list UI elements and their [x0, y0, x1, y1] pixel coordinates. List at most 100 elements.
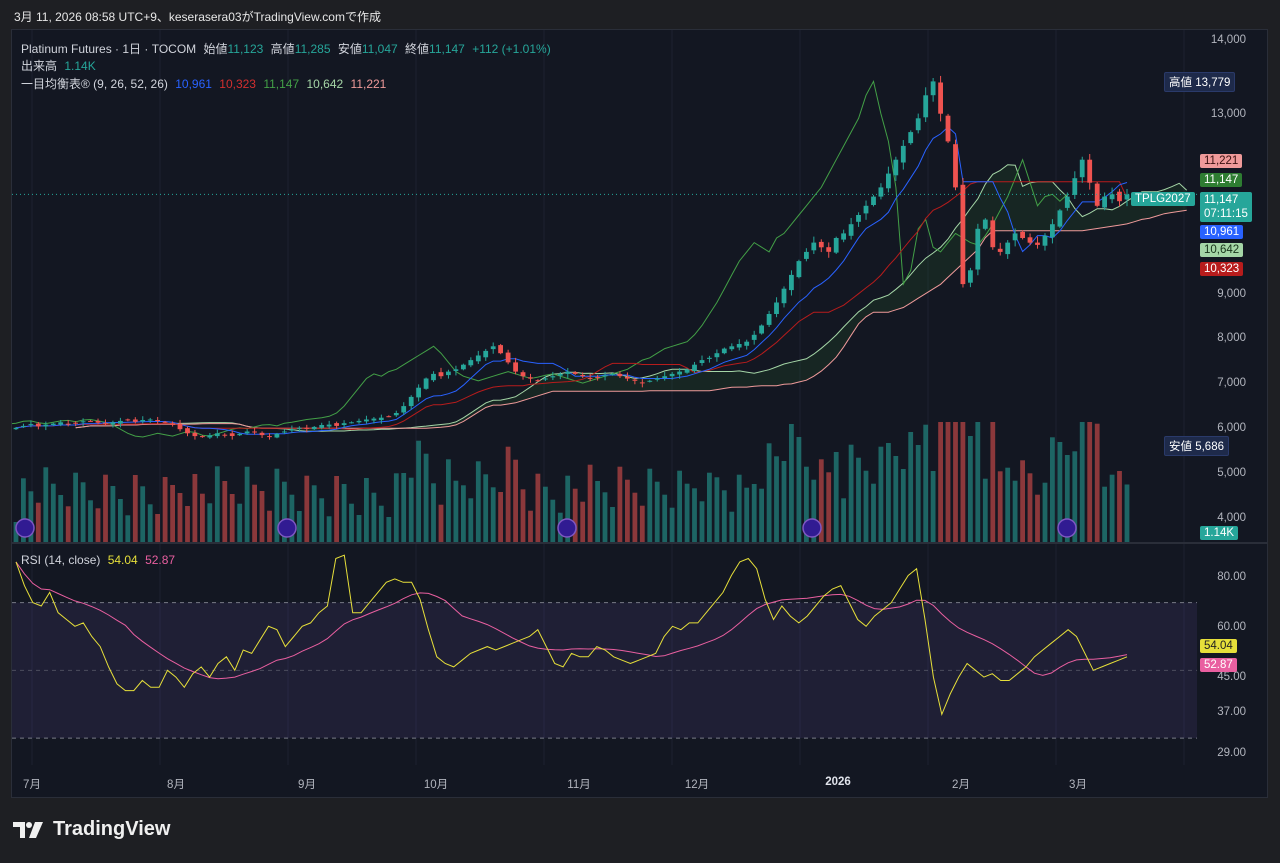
low-tag-label: 安値 [1169, 441, 1192, 453]
volume-bar [1087, 422, 1093, 542]
volume-bar [423, 453, 429, 542]
volume-bar [438, 504, 444, 542]
volume-tag: 1.14K [1200, 526, 1239, 540]
volume-bar [729, 511, 735, 542]
volume-bar [185, 506, 190, 542]
volume-bar [155, 514, 160, 542]
candle [356, 420, 362, 423]
tradingview-logo[interactable]: TradingView [13, 818, 170, 841]
low-label: 安値 [337, 42, 362, 56]
candle [848, 224, 854, 236]
tradingview-logo-icon [13, 821, 43, 838]
rsi-value: 54.04 [107, 553, 138, 567]
candle [871, 196, 876, 205]
rsi-tick: 60.00 [1217, 621, 1246, 633]
candle [1027, 237, 1033, 243]
ichimoku-tenkan-value: 10,961 [175, 77, 212, 91]
volume-bar [960, 422, 966, 542]
ichimoku-legend[interactable]: 一目均衡表® (9, 26, 52, 26) 10,961 10,323 11,… [21, 75, 390, 92]
x-tick: 10月 [423, 779, 449, 791]
volume-bar [58, 495, 64, 542]
volume-legend[interactable]: 出来高 1.14K [21, 57, 100, 74]
price-tick: 4,000 [1217, 512, 1246, 524]
candle [185, 428, 190, 434]
candle [505, 352, 511, 363]
candle [311, 426, 317, 430]
volume-bar [349, 503, 354, 542]
candle [759, 325, 764, 334]
volume-bar [632, 492, 638, 542]
volume-bar [416, 440, 421, 542]
rsi-legend[interactable]: RSI (14, close) 54.04 52.87 [21, 553, 179, 567]
candle [990, 220, 996, 248]
price-tick: 6,000 [1217, 422, 1246, 434]
candle [229, 433, 235, 436]
volume-bar [1079, 422, 1085, 542]
volume-bar [856, 457, 861, 542]
price-chart[interactable] [12, 30, 1268, 798]
tenkan-tag: 10,961 [1200, 225, 1244, 239]
candle [721, 348, 727, 354]
volume-bar [364, 478, 369, 542]
candle [118, 420, 123, 424]
volume-bar [1124, 484, 1130, 542]
volume-bar [304, 475, 310, 542]
candle [692, 364, 697, 371]
volume-bar [535, 473, 541, 542]
candle [774, 302, 779, 314]
candle [177, 423, 183, 430]
event-marker-icon [277, 518, 297, 538]
candle [625, 376, 630, 379]
volume-bar [192, 474, 198, 542]
rsi-line [15, 554, 1128, 717]
ichimoku-kijun-value: 10,323 [219, 77, 256, 91]
rsi-tick: 45.00 [1217, 671, 1246, 683]
low-tag-value: 5,686 [1195, 441, 1224, 453]
candle [207, 435, 213, 438]
volume-bar [863, 470, 869, 542]
candle [28, 424, 34, 426]
chart-frame[interactable]: Platinum Futures · 1日 · TOCOM 始値11,123 高… [11, 29, 1268, 798]
candle [364, 419, 369, 422]
high-tag-value: 13,779 [1195, 77, 1231, 89]
rsi-tick: 80.00 [1217, 571, 1246, 583]
volume-bar [692, 488, 697, 542]
volume-bar [781, 461, 787, 542]
volume-bar [684, 483, 690, 542]
candle [572, 372, 578, 374]
candle [222, 434, 228, 436]
candle [446, 371, 451, 376]
candle [669, 373, 675, 377]
volume-bar [95, 508, 101, 542]
candle [953, 144, 958, 188]
candle [915, 118, 921, 131]
candle [982, 219, 988, 229]
volume-bar [356, 515, 362, 542]
candle [804, 251, 809, 259]
volume-bar [520, 489, 526, 542]
volume-bar [177, 493, 183, 542]
volume-bar [990, 422, 996, 542]
price-tick: 7,000 [1217, 377, 1246, 389]
open-label: 始値 [203, 42, 228, 56]
candle [21, 425, 26, 427]
candle [334, 423, 339, 426]
candle [349, 422, 354, 424]
brand-name: TradingView [53, 818, 171, 840]
candle [319, 425, 325, 428]
volume-bar [140, 486, 146, 542]
candle [304, 427, 310, 429]
candle [1124, 194, 1130, 200]
volume-bar [386, 517, 392, 542]
volume-bar [282, 481, 287, 542]
symbol-tag[interactable]: TPLG2027 [1131, 192, 1195, 206]
candle [50, 423, 56, 425]
candle [930, 81, 936, 96]
volume-bar [893, 456, 899, 542]
volume-bar [595, 481, 600, 542]
symbol-name[interactable]: Platinum Futures · 1日 · TOCOM [21, 42, 197, 56]
high-label: 高値 [270, 42, 295, 56]
volume-bar [43, 467, 49, 542]
volume-bar [214, 466, 220, 542]
candle [393, 413, 399, 416]
